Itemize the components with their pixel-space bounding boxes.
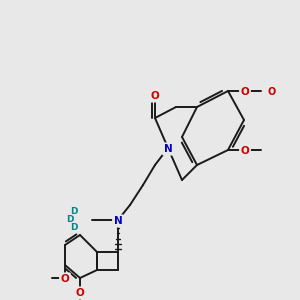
Text: N: N [164,144,172,154]
Text: N: N [114,216,122,226]
Text: O: O [267,87,275,97]
Text: O: O [241,87,249,97]
Text: D: D [70,208,78,217]
Text: D: D [66,215,74,224]
Text: O: O [151,91,159,101]
Text: O: O [76,288,84,298]
Text: O: O [61,274,69,284]
Text: O: O [241,146,249,156]
Text: D: D [70,224,78,232]
